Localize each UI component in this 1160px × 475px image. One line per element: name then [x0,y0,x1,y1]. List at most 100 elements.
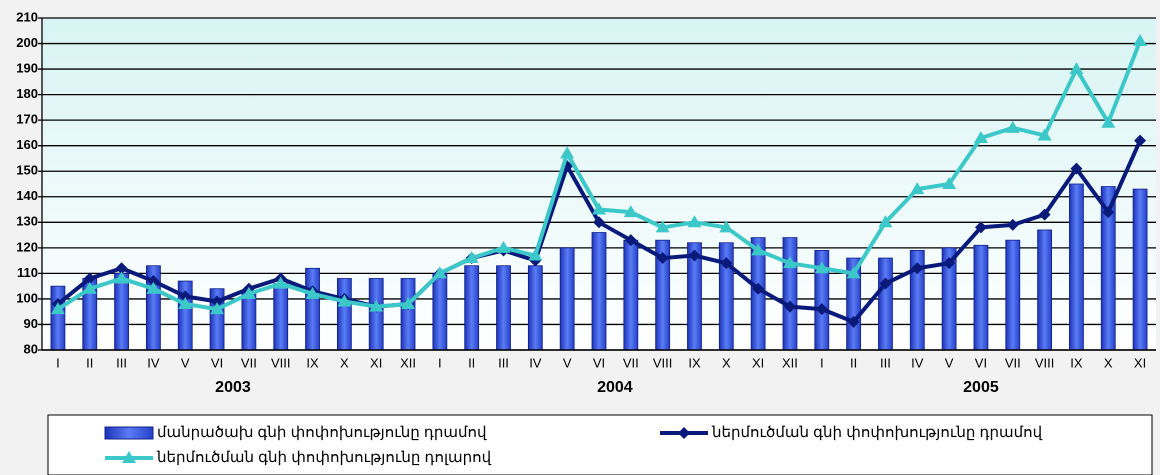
marker [1134,134,1147,147]
y-tick-label: 190 [16,61,38,76]
x-tick-label: IV [911,355,924,370]
marker [752,282,765,295]
marker [432,266,447,279]
bar [1132,188,1148,351]
legend-label: ներմուծման գնի փոփոխությունը դրամով [711,424,1043,441]
x-tick-label: VI [593,355,605,370]
bar [305,267,320,351]
marker [210,302,225,315]
x-tick-label: III [116,355,127,370]
x-tick-label: XII [782,355,798,370]
marker [82,281,97,294]
x-tick-label: XI [370,355,382,370]
y-tick-label: 210 [16,9,38,24]
x-tick-label: IX [688,355,701,370]
x-tick-label: II [850,355,857,370]
marker [783,300,796,313]
bar [50,285,66,351]
bar [336,278,352,351]
y-tick-label: 110 [17,265,38,280]
x-tick-label: V [181,355,190,370]
marker [273,276,288,289]
x-tick-label: VIII [653,355,673,370]
marker [337,294,352,307]
marker [1069,62,1084,75]
bar [368,278,384,351]
x-tick-label: VII [241,355,257,370]
y-tick-label: 180 [16,86,38,101]
bar [241,290,257,351]
group-label: 2004 [597,379,633,396]
marker [50,302,65,315]
marker [878,215,893,228]
marker [846,266,861,279]
marker [1038,208,1051,221]
bar [973,244,989,351]
marker [782,256,797,269]
marker [910,182,925,195]
marker [401,297,416,310]
bar [464,265,480,351]
marker [688,249,701,262]
marker [720,257,733,270]
marker [592,202,606,215]
marker [974,221,987,234]
x-tick-label: V [945,355,954,370]
marker [1133,33,1148,46]
y-tick-label: 120 [16,239,38,254]
x-tick-label: IV [147,355,160,370]
x-tick-label: IX [1070,355,1083,370]
marker [464,251,479,264]
marker [496,240,511,253]
x-tick-label: VIII [271,355,291,370]
marker [369,299,384,312]
x-tick-label: II [468,355,475,370]
x-tick-label: XII [400,355,416,370]
bar [591,232,607,351]
y-tick-label: 80 [24,341,38,356]
marker [146,281,161,294]
marker [973,131,988,144]
x-tick-label: II [86,355,93,370]
y-tick-label: 140 [16,188,38,203]
x-tick-label: VII [1005,355,1021,370]
x-tick-label: VI [211,355,223,370]
x-tick-label: VI [975,355,987,370]
marker [623,205,638,218]
x-tick-label: X [1104,355,1113,370]
marker [560,146,575,159]
marker [593,216,605,229]
bar [1005,239,1021,351]
legend-label: մանրածախ գնի փոփոխությունը դրամով [157,424,487,441]
y-tick-label: 100 [16,290,38,305]
x-tick-label: III [880,355,891,370]
x-tick-label: XI [752,355,764,370]
marker [147,275,160,288]
marker [83,272,96,285]
marker [911,262,924,275]
marker [719,220,734,233]
marker [241,286,256,299]
marker [656,252,669,265]
marker [115,262,128,275]
bar [878,257,893,351]
marker [1070,162,1083,175]
x-tick-label: III [498,355,509,370]
marker [528,248,543,261]
x-tick-label: VIII [1035,355,1055,370]
marker [655,220,670,233]
marker [815,303,828,316]
bar [1069,183,1084,351]
marker [943,257,956,270]
marker [178,297,193,310]
y-tick-label: 130 [16,214,38,229]
group-label: 2005 [963,379,999,396]
y-tick-label: 160 [16,137,38,152]
y-tick-label: 200 [16,35,38,50]
marker [1101,115,1116,128]
marker [687,215,702,228]
bar [782,237,798,351]
x-tick-label: I [820,355,824,370]
marker [847,315,860,328]
